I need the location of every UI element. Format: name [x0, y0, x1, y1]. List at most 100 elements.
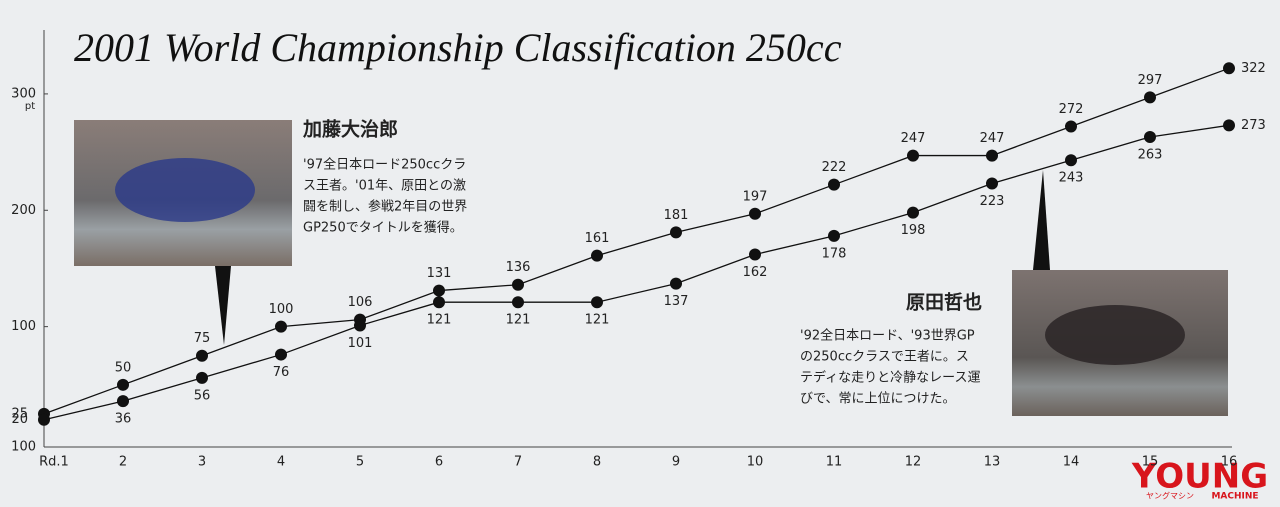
- data-point: [512, 296, 524, 309]
- data-point: [907, 206, 919, 219]
- data-point: [1223, 62, 1235, 75]
- rider-text: '97全日本ロード250ccクラ: [303, 157, 466, 173]
- data-label: 178: [822, 246, 847, 261]
- data-label: 76: [273, 365, 290, 380]
- rider-text: の250ccクラスで王者に。ス: [800, 350, 969, 365]
- x-tick-label: 13: [984, 455, 1001, 470]
- logo-word: MACHINE: [1211, 492, 1258, 502]
- data-point: [749, 207, 761, 220]
- data-point: [512, 278, 524, 291]
- data-label: 50: [115, 360, 132, 375]
- rider-text: GP250でタイトルを獲得。: [303, 220, 463, 236]
- data-point: [196, 371, 208, 384]
- rider-text: '92全日本ロード、'93世界GP: [800, 328, 975, 344]
- data-point: [433, 284, 445, 297]
- data-point: [907, 149, 919, 162]
- data-point: [986, 177, 998, 190]
- data-point: [828, 229, 840, 242]
- data-point: [117, 395, 129, 408]
- series-line: [43, 124, 1230, 421]
- data-label: 247: [980, 131, 1005, 146]
- data-label: 131: [427, 266, 452, 281]
- x-tick-label: 2: [119, 455, 127, 470]
- rider-text: ス王者。'01年、原田との激: [303, 179, 466, 194]
- data-point: [591, 249, 603, 262]
- data-point: [275, 348, 287, 361]
- series-line: [43, 67, 1230, 415]
- x-tick-label: 14: [1063, 455, 1080, 470]
- data-label: 263: [1138, 147, 1163, 162]
- data-label: 222: [822, 160, 847, 175]
- rider-name: 加藤大治郎: [302, 118, 398, 141]
- y-tick-label: 300: [11, 86, 36, 101]
- pointer: [215, 266, 231, 345]
- pointer: [1033, 170, 1050, 270]
- data-point: [38, 413, 50, 426]
- x-tick-label: 12: [905, 455, 922, 470]
- x-tick-label: 15: [1142, 455, 1159, 470]
- axis-base-label: 100: [11, 440, 36, 455]
- data-point: [196, 349, 208, 362]
- data-label: 100: [269, 302, 294, 317]
- data-point: [591, 296, 603, 309]
- rider-text: 闘を制し、参戦2年目の世界: [303, 199, 467, 215]
- y-tick-label: 100: [11, 319, 36, 334]
- data-label: 106: [348, 295, 373, 310]
- data-label: 161: [585, 231, 610, 246]
- x-tick-label: 7: [514, 455, 522, 470]
- x-tick-label: 6: [435, 455, 443, 470]
- data-point: [1065, 120, 1077, 133]
- data-label: 247: [901, 131, 926, 146]
- data-label: 25: [11, 406, 28, 421]
- data-label: 36: [115, 412, 132, 427]
- data-point: [670, 277, 682, 290]
- data-label: 101: [348, 336, 373, 351]
- x-tick-label: 11: [826, 455, 843, 470]
- data-point: [828, 178, 840, 191]
- data-point: [1223, 119, 1235, 132]
- photo-rider: [115, 158, 255, 222]
- data-label: 121: [427, 313, 452, 328]
- x-tick-label: 5: [356, 455, 364, 470]
- logo: YOUNG: [1131, 457, 1268, 497]
- x-tick-label: 9: [672, 455, 680, 470]
- x-tick-label: 4: [277, 455, 285, 470]
- x-tick-label: Rd.1: [39, 455, 69, 470]
- data-label: 136: [506, 260, 531, 275]
- data-label: 322: [1241, 61, 1266, 76]
- data-point: [670, 226, 682, 239]
- data-label: 198: [901, 223, 926, 238]
- data-point: [1065, 154, 1077, 167]
- data-label: 121: [585, 313, 610, 328]
- data-label: 197: [743, 189, 768, 204]
- rider-text: びで、常に上位につけた。: [800, 392, 955, 407]
- data-label: 75: [194, 331, 211, 346]
- x-tick-label: 8: [593, 455, 601, 470]
- data-label: 297: [1138, 73, 1163, 88]
- data-label: 273: [1241, 118, 1266, 133]
- data-label: 121: [506, 313, 531, 328]
- x-tick-label: 16: [1221, 455, 1238, 470]
- data-point: [117, 378, 129, 391]
- x-tick-label: 3: [198, 455, 206, 470]
- data-label: 181: [664, 208, 689, 223]
- photo-rider: [1045, 305, 1185, 365]
- logo-sub: ヤングマシン: [1146, 491, 1194, 501]
- data-point: [354, 319, 366, 332]
- rider-text: テディな走りと冷静なレース運: [800, 370, 980, 386]
- data-point: [749, 248, 761, 261]
- x-tick-label: 10: [747, 455, 764, 470]
- data-label: 223: [980, 194, 1005, 209]
- data-label: 56: [194, 388, 211, 403]
- data-label: 20: [11, 412, 28, 427]
- y-axis-label: pt: [25, 101, 35, 112]
- data-point: [1144, 91, 1156, 104]
- data-point: [433, 296, 445, 309]
- data-point: [1144, 130, 1156, 143]
- data-point: [275, 320, 287, 333]
- data-label: 162: [743, 265, 768, 280]
- data-point: [986, 149, 998, 162]
- data-label: 137: [664, 294, 689, 309]
- rider-name: 原田哲也: [906, 291, 982, 314]
